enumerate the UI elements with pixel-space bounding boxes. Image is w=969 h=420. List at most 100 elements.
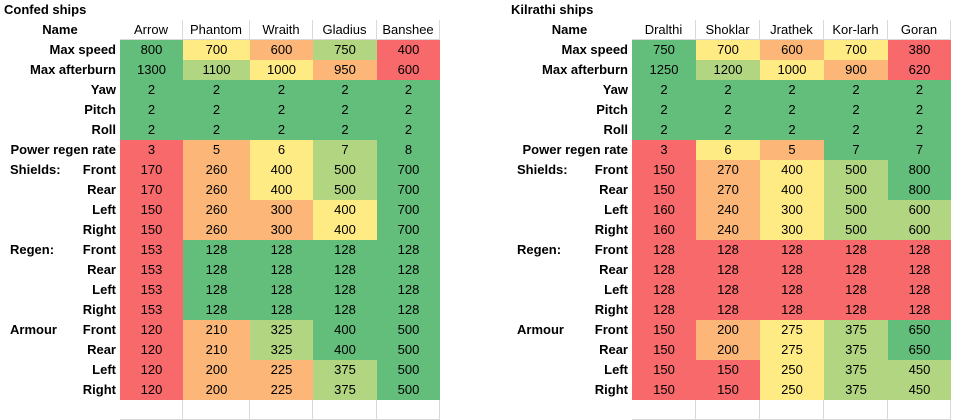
data-cell[interactable]: 800 (888, 180, 951, 200)
data-cell[interactable]: 240 (696, 220, 760, 240)
empty-cell[interactable] (377, 400, 440, 420)
data-cell[interactable]: 260 (183, 180, 250, 200)
data-cell[interactable]: 128 (824, 260, 888, 280)
data-cell[interactable]: 2 (183, 80, 250, 100)
data-cell[interactable]: 375 (313, 360, 377, 380)
empty-cell[interactable] (760, 400, 824, 420)
data-cell[interactable]: 153 (120, 240, 183, 260)
data-cell[interactable]: 8 (377, 140, 440, 160)
empty-cell[interactable] (313, 400, 377, 420)
data-cell[interactable]: 500 (313, 180, 377, 200)
data-cell[interactable]: 150 (632, 340, 696, 360)
data-cell[interactable]: 2 (632, 100, 696, 120)
data-cell[interactable]: 2 (760, 100, 824, 120)
data-cell[interactable]: 2 (696, 100, 760, 120)
data-cell[interactable]: 600 (888, 220, 951, 240)
data-cell[interactable]: 2 (313, 80, 377, 100)
data-cell[interactable]: 2 (760, 80, 824, 100)
data-cell[interactable]: 128 (377, 280, 440, 300)
data-cell[interactable]: 128 (888, 300, 951, 320)
data-cell[interactable]: 128 (824, 280, 888, 300)
data-cell[interactable]: 700 (377, 220, 440, 240)
data-cell[interactable]: 150 (696, 380, 760, 400)
data-cell[interactable]: 400 (250, 180, 313, 200)
empty-cell[interactable] (696, 400, 760, 420)
data-cell[interactable]: 200 (696, 340, 760, 360)
data-cell[interactable]: 128 (183, 300, 250, 320)
data-cell[interactable]: 650 (888, 320, 951, 340)
data-cell[interactable]: 128 (313, 260, 377, 280)
data-cell[interactable]: 128 (183, 280, 250, 300)
data-cell[interactable]: 7 (888, 140, 951, 160)
data-cell[interactable]: 400 (313, 200, 377, 220)
data-cell[interactable]: 300 (760, 200, 824, 220)
data-cell[interactable]: 450 (888, 360, 951, 380)
data-cell[interactable]: 2 (888, 100, 951, 120)
data-cell[interactable]: 128 (632, 260, 696, 280)
data-cell[interactable]: 380 (888, 40, 951, 60)
ship-header[interactable]: Jrathek (760, 20, 824, 40)
data-cell[interactable]: 128 (632, 300, 696, 320)
data-cell[interactable]: 500 (377, 380, 440, 400)
data-cell[interactable]: 2 (377, 120, 440, 140)
data-cell[interactable]: 128 (760, 280, 824, 300)
data-cell[interactable]: 500 (824, 160, 888, 180)
data-cell[interactable]: 375 (824, 380, 888, 400)
data-cell[interactable]: 128 (250, 300, 313, 320)
ship-header[interactable]: Phantom (183, 20, 250, 40)
data-cell[interactable]: 2 (696, 80, 760, 100)
data-cell[interactable]: 2 (696, 120, 760, 140)
data-cell[interactable]: 2 (824, 80, 888, 100)
data-cell[interactable]: 2 (377, 80, 440, 100)
data-cell[interactable]: 650 (888, 340, 951, 360)
data-cell[interactable]: 750 (313, 40, 377, 60)
data-cell[interactable]: 400 (313, 340, 377, 360)
data-cell[interactable]: 128 (696, 300, 760, 320)
data-cell[interactable]: 6 (250, 140, 313, 160)
data-cell[interactable]: 500 (824, 180, 888, 200)
data-cell[interactable]: 150 (632, 160, 696, 180)
data-cell[interactable]: 5 (183, 140, 250, 160)
data-cell[interactable]: 400 (313, 220, 377, 240)
data-cell[interactable]: 160 (632, 200, 696, 220)
data-cell[interactable]: 400 (250, 160, 313, 180)
data-cell[interactable]: 120 (120, 340, 183, 360)
data-cell[interactable]: 128 (760, 240, 824, 260)
data-cell[interactable]: 1000 (250, 60, 313, 80)
data-cell[interactable]: 128 (824, 240, 888, 260)
data-cell[interactable]: 600 (250, 40, 313, 60)
data-cell[interactable]: 270 (696, 160, 760, 180)
data-cell[interactable]: 400 (760, 180, 824, 200)
data-cell[interactable]: 1000 (760, 60, 824, 80)
data-cell[interactable]: 150 (632, 360, 696, 380)
data-cell[interactable]: 128 (760, 260, 824, 280)
data-cell[interactable]: 1250 (632, 60, 696, 80)
data-cell[interactable]: 7 (313, 140, 377, 160)
data-cell[interactable]: 500 (377, 360, 440, 380)
data-cell[interactable]: 375 (824, 340, 888, 360)
data-cell[interactable]: 260 (183, 220, 250, 240)
data-cell[interactable]: 400 (313, 320, 377, 340)
data-cell[interactable]: 200 (183, 360, 250, 380)
data-cell[interactable]: 150 (632, 180, 696, 200)
data-cell[interactable]: 210 (183, 320, 250, 340)
data-cell[interactable]: 153 (120, 300, 183, 320)
data-cell[interactable]: 2 (120, 120, 183, 140)
ship-header[interactable]: Dralthi (632, 20, 696, 40)
data-cell[interactable]: 170 (120, 160, 183, 180)
data-cell[interactable]: 225 (250, 360, 313, 380)
data-cell[interactable]: 2 (120, 80, 183, 100)
data-cell[interactable]: 150 (120, 200, 183, 220)
data-cell[interactable]: 375 (824, 320, 888, 340)
ship-header[interactable]: Kor-larh (824, 20, 888, 40)
data-cell[interactable]: 128 (888, 260, 951, 280)
data-cell[interactable]: 240 (696, 200, 760, 220)
data-cell[interactable]: 150 (120, 220, 183, 240)
data-cell[interactable]: 325 (250, 340, 313, 360)
data-cell[interactable]: 2 (183, 120, 250, 140)
data-cell[interactable]: 2 (120, 100, 183, 120)
data-cell[interactable]: 128 (888, 240, 951, 260)
data-cell[interactable]: 3 (632, 140, 696, 160)
data-cell[interactable]: 600 (377, 60, 440, 80)
data-cell[interactable]: 950 (313, 60, 377, 80)
